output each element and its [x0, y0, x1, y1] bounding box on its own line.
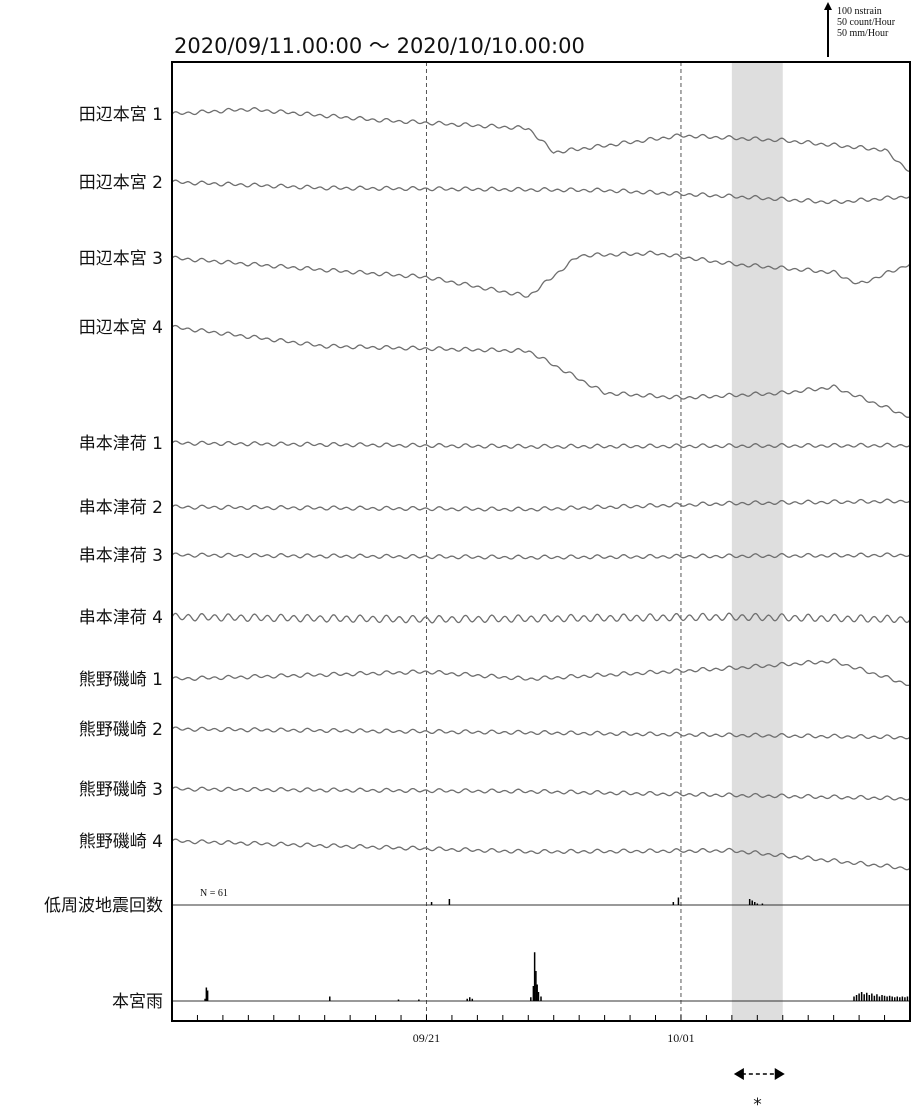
- series-label: 串本津荷 1: [79, 434, 163, 454]
- series-group: 田辺本宮 1 田辺本宮 2 田辺本宮 3 田辺本宮 4 串本津荷 1 串本津荷 2 串本津荷…: [44, 105, 911, 1012]
- scale-legend: 100 nstrain 50 count/Hour 50 mm/Hour: [824, 2, 896, 57]
- x-tick-label: 09/21: [413, 1031, 440, 1045]
- series-line: [171, 726, 911, 740]
- scale-legend-count: 50 count/Hour: [837, 17, 896, 28]
- series-line: [171, 552, 911, 560]
- series-line: [171, 658, 911, 687]
- series-label: 田辺本宮 2: [79, 173, 163, 193]
- series-line: [171, 250, 911, 298]
- plot-frame: [171, 61, 911, 1022]
- series-13: 低周波地震回数 N = 61: [44, 888, 911, 916]
- series-4: 田辺本宮 4: [79, 318, 911, 418]
- series-label: 田辺本宮 3: [79, 249, 163, 269]
- range-arrow-right-head: [774, 1068, 785, 1080]
- series-line: [171, 107, 911, 172]
- series-line: [171, 612, 911, 624]
- chart-title: 2020/09/11.00:00 ～ 2020/10/10.00:00: [174, 34, 585, 58]
- series-label: 熊野磯崎 4: [79, 832, 163, 852]
- series-line: [171, 324, 911, 418]
- series-label: 低周波地震回数: [44, 896, 163, 916]
- series-11: 熊野磯崎 3: [79, 780, 911, 801]
- series-label: 熊野磯崎 3: [79, 780, 163, 800]
- series-9: 熊野磯崎 1: [79, 658, 911, 690]
- series-label: 串本津荷 4: [79, 608, 163, 628]
- series-label: 串本津荷 2: [79, 498, 163, 518]
- x-tick-label: 10/01: [667, 1031, 694, 1045]
- scale-arrow-head: [824, 2, 832, 10]
- series-line: [171, 179, 911, 205]
- range-arrow-left-head: [733, 1068, 744, 1080]
- series-12: 熊野磯崎 4: [79, 832, 911, 871]
- series-6: 串本津荷 2: [79, 498, 911, 518]
- series-label: 田辺本宮 4: [79, 318, 163, 338]
- series-label: 本宮雨: [112, 992, 163, 1012]
- series-14: 本宮雨: [112, 952, 910, 1012]
- highlight-range-arrow: *: [733, 1068, 785, 1114]
- series-label: 熊野磯崎 1: [79, 670, 163, 690]
- count-annotation: N = 61: [200, 888, 228, 899]
- series-8: 串本津荷 4: [79, 608, 911, 628]
- series-label: 串本津荷 3: [79, 546, 163, 566]
- series-7: 串本津荷 3: [79, 546, 911, 566]
- scale-legend-strain: 100 nstrain: [837, 6, 882, 17]
- series-line: [171, 786, 911, 801]
- highlight-marker: *: [753, 1095, 762, 1114]
- series-line: [171, 838, 911, 871]
- series-label: 田辺本宮 1: [79, 105, 163, 125]
- series-1: 田辺本宮 1: [79, 105, 911, 172]
- series-line: [171, 498, 911, 512]
- series-2: 田辺本宮 2: [79, 173, 911, 205]
- series-5: 串本津荷 1: [79, 434, 911, 454]
- series-10: 熊野磯崎 2: [79, 720, 911, 740]
- series-line: [171, 440, 911, 449]
- series-label: 熊野磯崎 2: [79, 720, 163, 740]
- x-axis-ticks: 09/21 10/01: [196, 1015, 886, 1045]
- highlight-band: [731, 62, 783, 1021]
- series-3: 田辺本宮 3: [79, 249, 911, 298]
- vertical-reference-lines: [425, 62, 682, 1021]
- scale-legend-rain: 50 mm/Hour: [837, 28, 889, 39]
